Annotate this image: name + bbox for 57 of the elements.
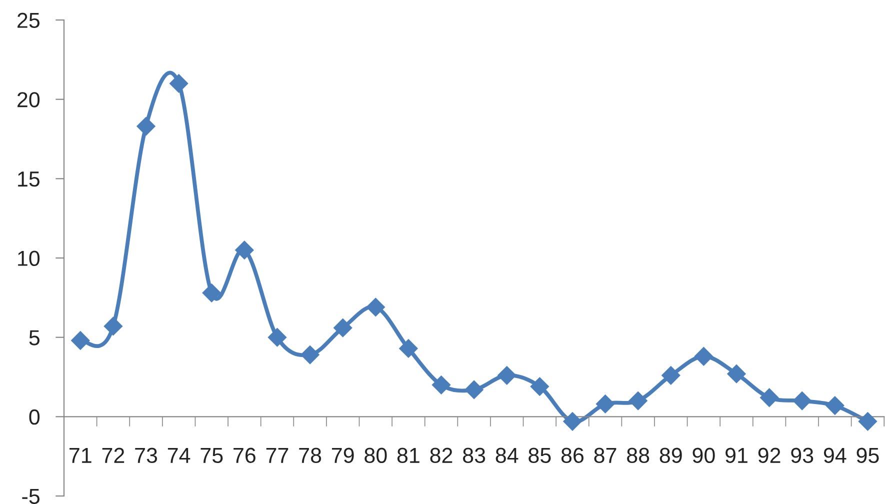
x-tick-label: 95 <box>856 448 879 464</box>
point <box>300 345 320 364</box>
x-tick-label: 81 <box>397 448 420 464</box>
x-tick-label: 82 <box>430 448 452 464</box>
y-tick-label: -5 <box>22 488 40 504</box>
point <box>596 394 615 414</box>
y-tick-label: 25 <box>18 12 40 28</box>
point <box>398 338 418 358</box>
y-tick-label: 15 <box>18 172 40 187</box>
y-tick-label: 0 <box>29 409 40 425</box>
x-tick-label: 78 <box>299 448 322 464</box>
point <box>497 366 516 385</box>
x-tick-label: 86 <box>561 448 584 464</box>
point <box>169 74 188 94</box>
point <box>530 376 550 396</box>
x-tick-label: 71 <box>70 448 92 463</box>
x-tick-label: 91 <box>726 448 748 464</box>
x-tick-label: 75 <box>200 448 223 464</box>
x-tick-label: 73 <box>135 448 158 464</box>
x-tick-label: 92 <box>758 448 780 464</box>
x-tick-label: 93 <box>791 448 814 464</box>
x-tick-label: 90 <box>692 448 715 464</box>
x-tick-label: 74 <box>168 448 190 463</box>
point <box>136 116 156 136</box>
x-tick-label: 80 <box>364 448 387 464</box>
point <box>661 366 680 385</box>
point <box>628 391 648 410</box>
x-tick-label: 87 <box>594 448 616 464</box>
point <box>234 240 254 260</box>
x-tick-label: 77 <box>266 448 288 463</box>
point <box>366 298 386 317</box>
point <box>333 318 352 338</box>
point <box>760 388 779 408</box>
point <box>432 375 451 395</box>
x-tick-label: 85 <box>528 448 551 464</box>
x-tick-label: 94 <box>824 448 846 464</box>
point <box>562 412 582 431</box>
x-tick-label: 89 <box>660 448 682 464</box>
point <box>70 330 90 350</box>
x-tick-label: 72 <box>102 448 124 463</box>
y-tick-label: 20 <box>18 92 40 108</box>
point <box>202 283 222 302</box>
point <box>268 328 287 347</box>
point <box>825 396 844 416</box>
point <box>858 412 878 431</box>
point <box>694 346 714 366</box>
point <box>464 380 484 400</box>
x-tick-label: 79 <box>332 448 354 464</box>
point <box>726 364 746 384</box>
x-tick-label: 88 <box>627 448 650 464</box>
x-tick-label: 84 <box>496 448 518 464</box>
x-tick-label: 76 <box>234 448 256 464</box>
point <box>104 316 123 336</box>
y-tick-label: 5 <box>29 330 40 346</box>
x-tick-label: 83 <box>463 448 486 464</box>
point <box>792 391 812 410</box>
y-tick-label: 10 <box>18 250 40 266</box>
